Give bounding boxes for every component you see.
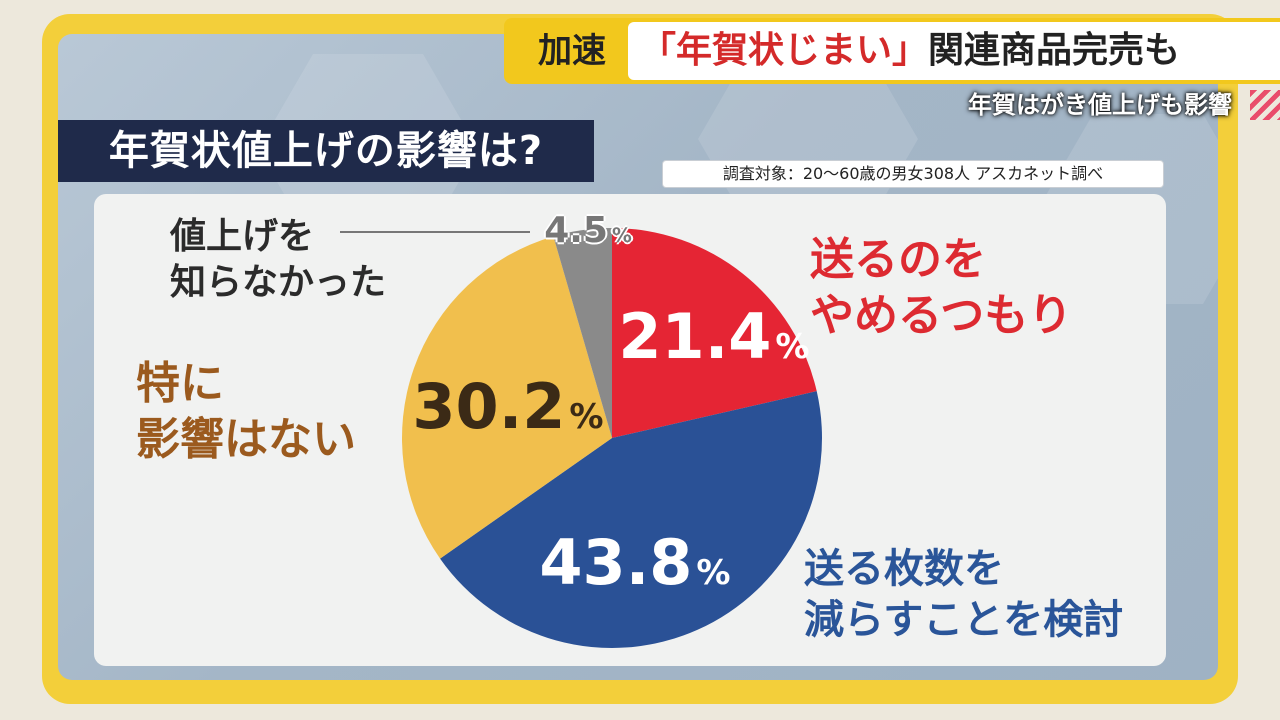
category-line: 知らなかった [170,262,387,304]
category-line: 特に [136,358,224,409]
data-label-unit: % [569,397,604,437]
category-line: 送る枚数を [804,546,1004,592]
data-label-no-effect: 30.2% [398,370,618,443]
data-label-unit: % [775,327,810,367]
data-label-stop-sending: 21.4% [614,300,814,373]
leader-line [340,231,530,233]
pie-slice-0 [612,228,817,438]
data-label-value: 4.5 [544,210,608,251]
category-line: 減らすことを検討 [804,597,1124,644]
station-logo: HTB [1203,49,1235,65]
data-label-unit: % [611,224,632,247]
headline-quote: 「年賀状じまい」 [640,30,929,71]
data-label-unit: % [696,553,731,593]
category-label-reduce-count: 送る枚数を 減らすことを検討 [804,544,1144,646]
category-line: 値上げを [170,216,315,257]
subheadline: 年賀はがき値上げも影響 [968,91,1232,119]
category-line: やめるつもり [810,290,1073,342]
category-label-no-effect: 特に 影響はない [136,356,416,469]
pie-slice-3 [553,228,612,438]
chart-title: 年賀状値上げの影響は? [58,120,594,182]
data-label-value: 21.4 [618,300,772,373]
data-label-value: 43.8 [539,526,693,599]
category-line: 送るのを [810,234,986,285]
category-label-stop-sending: 送るのを やめるつもり [810,232,1140,345]
data-label-unaware: 4.5% [528,210,648,251]
decorative-stripes [1250,90,1280,120]
source-note: 調査対象：20～60歳の男女308人 アスカネット調べ [662,160,1164,188]
headline-tag: 加速 [538,31,606,71]
category-label-unaware: 値上げを 知らなかった [170,214,410,306]
headline-main: 関連商品完売も [928,30,1181,71]
category-line: 影響はない [136,414,356,466]
headline-text: 「年賀状じまい」関連商品完売も [640,22,1260,80]
pie-slice-2 [402,236,612,559]
data-label-reduce-count: 43.8% [520,526,750,599]
data-label-value: 30.2 [412,370,566,443]
pie-slice-1 [440,391,823,649]
headline-box [628,22,1280,80]
